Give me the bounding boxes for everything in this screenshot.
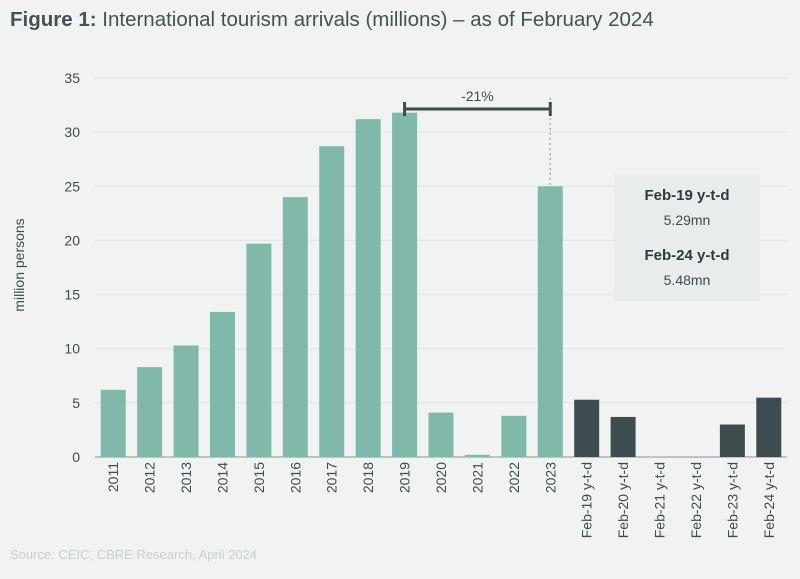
x-tick-label: Feb-22 y-t-d — [688, 462, 704, 538]
summary-box-background — [614, 175, 760, 301]
x-axis-ticks: 2011 2012 2013 2014 2015 2016 2017 2018 2019 2020… — [105, 462, 777, 538]
change-annotation: -21% — [403, 88, 552, 187]
x-tick-label: 2022 — [506, 462, 522, 493]
y-axis-ticks: 0 5 10 15 20 25 30 35 — [64, 70, 80, 465]
x-tick-label: 2020 — [433, 462, 449, 493]
x-tick-label: 2017 — [324, 462, 340, 493]
bar-feb-20-y-t-d — [610, 416, 636, 457]
y-tick-label: 10 — [64, 341, 80, 357]
y-tick-label: 25 — [64, 178, 80, 194]
ytd-summary-box: Feb-19 y-t-d 5.29mn Feb-24 y-t-d 5.48mn — [614, 175, 760, 301]
bar-2022 — [501, 415, 527, 457]
x-tick-label: 2013 — [178, 462, 194, 493]
x-tick-label: Feb-19 y-t-d — [579, 462, 595, 538]
x-tick-label: 2014 — [214, 462, 230, 493]
y-tick-label: 5 — [72, 395, 80, 411]
bar-2017 — [319, 146, 345, 457]
x-tick-label: 2011 — [105, 462, 121, 492]
summary-label: Feb-24 y-t-d — [644, 247, 729, 264]
bar-2021 — [464, 454, 490, 457]
bar-2020 — [428, 412, 454, 457]
bar-2019 — [392, 112, 418, 457]
summary-value: 5.29mn — [664, 212, 711, 228]
summary-label: Feb-19 y-t-d — [644, 187, 729, 204]
x-tick-label: Feb-21 y-t-d — [652, 462, 668, 538]
bars — [100, 112, 782, 458]
bar-2016 — [282, 197, 308, 457]
bar-feb-19-y-t-d — [574, 399, 600, 457]
bar-2018 — [355, 119, 381, 458]
bar-2014 — [209, 311, 235, 457]
y-tick-label: 20 — [64, 232, 80, 248]
annotation-label: -21% — [461, 88, 494, 104]
bar-2023 — [537, 186, 563, 458]
y-tick-label: 0 — [72, 449, 80, 465]
y-tick-label: 35 — [64, 70, 80, 86]
bar-2011 — [100, 389, 126, 457]
title-text: International tourism arrivals (millions… — [102, 8, 654, 31]
y-tick-label: 30 — [64, 124, 80, 140]
bar-2015 — [246, 243, 272, 457]
x-tick-label: 2016 — [287, 462, 303, 493]
x-tick-label: Feb-24 y-t-d — [761, 462, 777, 538]
x-tick-label: 2019 — [397, 462, 413, 493]
x-tick-label: Feb-20 y-t-d — [615, 462, 631, 538]
title-figure-number: Figure 1: — [10, 8, 97, 31]
x-tick-label: 2015 — [251, 462, 267, 493]
bar-feb-23-y-t-d — [719, 424, 745, 457]
y-axis-label: million persons — [11, 218, 27, 311]
bar-feb-24-y-t-d — [756, 397, 782, 457]
chart-title: Figure 1: International tourism arrivals… — [10, 8, 654, 32]
x-tick-label: 2023 — [542, 462, 558, 493]
summary-value: 5.48mn — [664, 272, 711, 288]
y-tick-label: 15 — [64, 287, 80, 303]
x-tick-label: Feb-23 y-t-d — [724, 462, 740, 538]
source-note: Source: CEIC, CBRE Research, April 2024 — [10, 547, 258, 562]
bar-2012 — [137, 367, 163, 457]
bar-2013 — [173, 345, 199, 457]
x-tick-label: 2021 — [469, 462, 485, 493]
x-tick-label: 2018 — [360, 462, 376, 493]
x-tick-label: 2012 — [142, 462, 158, 493]
